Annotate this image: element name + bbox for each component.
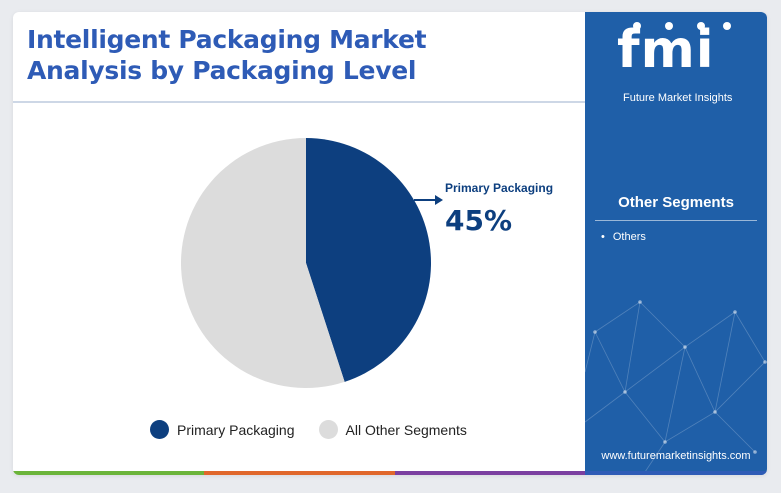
- legend-swatch-primary: [150, 420, 169, 439]
- title-divider: [13, 101, 585, 103]
- logo-icons: [633, 22, 731, 30]
- pie-slice-all-other-segments: [181, 138, 345, 389]
- pie-slice-primary-packaging: [306, 138, 432, 382]
- bottom-bar-segment: [13, 471, 204, 475]
- annotation-arrowhead: [435, 195, 443, 205]
- brand-panel: fmi Future Market Insights Other Segment…: [585, 12, 767, 475]
- bottom-bar-segment: [585, 471, 767, 475]
- other-segments-divider: [595, 220, 757, 221]
- title-line-1: Intelligent Packaging Market: [27, 25, 427, 54]
- pie-chart: Primary Packaging 45%: [181, 138, 553, 389]
- legend-label-primary: Primary Packaging: [177, 421, 295, 438]
- annotation-value: 45%: [445, 204, 512, 237]
- network-decoration: [585, 300, 767, 472]
- fmi-logo: fmi Future Market Insights: [617, 20, 737, 104]
- title-line-2: Analysis by Packaging Level: [27, 56, 417, 85]
- chart-card: Intelligent Packaging Market Analysis by…: [13, 12, 767, 475]
- legend-label-other: All Other Segments: [345, 421, 467, 438]
- annotation-label: Primary Packaging: [445, 181, 553, 195]
- legend-swatch-other: [318, 420, 338, 439]
- other-segment-item: Others: [601, 231, 646, 243]
- bottom-color-bar: [13, 471, 767, 475]
- legend-item-primary: Primary Packaging: [150, 420, 295, 439]
- chart-legend: Primary Packaging All Other Segments: [150, 420, 491, 439]
- other-segments-heading: Other Segments: [618, 194, 734, 211]
- legend-item-other: All Other Segments: [318, 420, 467, 439]
- logo-tagline: Future Market Insights: [623, 92, 733, 104]
- bottom-bar-segment: [395, 471, 585, 475]
- logo-wordmark: fmi: [617, 20, 715, 80]
- bottom-bar-segment: [204, 471, 395, 475]
- website-link[interactable]: www.futuremarketinsights.com: [601, 450, 751, 462]
- chart-title: Intelligent Packaging Market Analysis by…: [27, 24, 567, 86]
